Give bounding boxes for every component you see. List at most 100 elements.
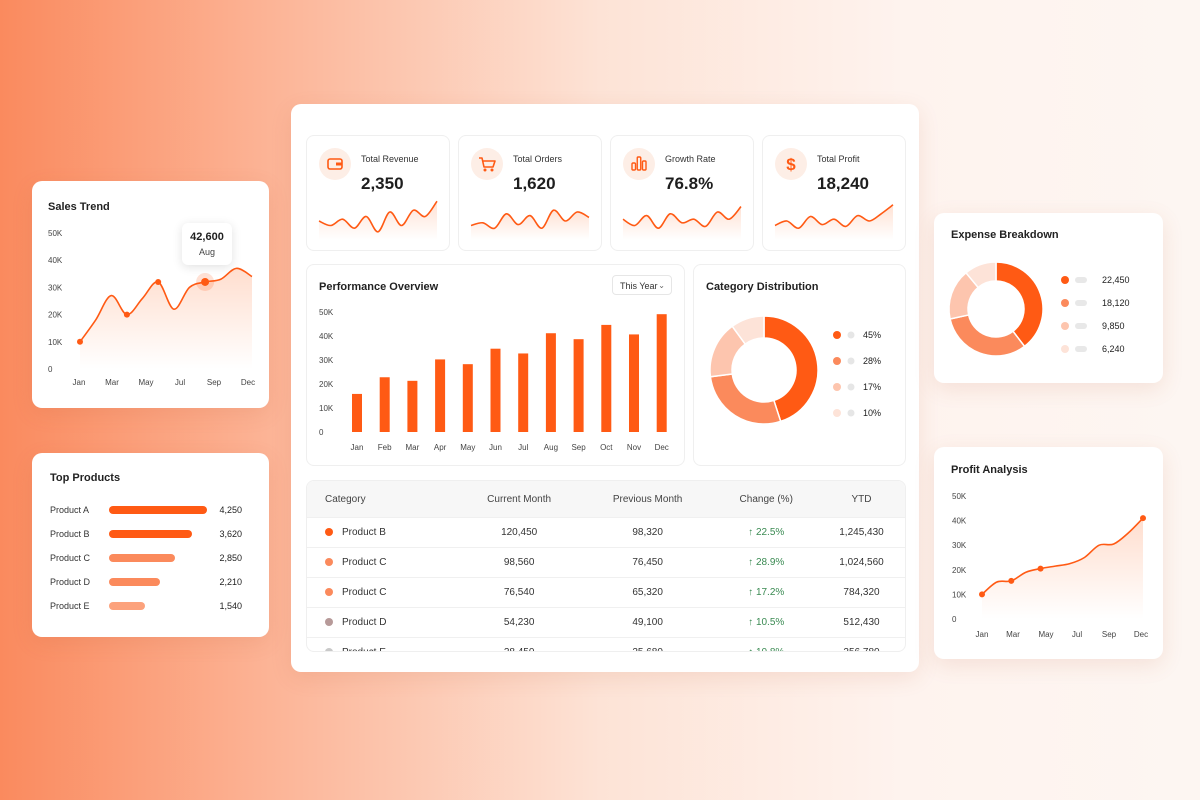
product-bar xyxy=(109,530,193,538)
legend-swatch xyxy=(833,331,841,339)
performance-card: Performance Overview This Year ⌄ 0 10K 20K… xyxy=(306,264,685,466)
sparkline-line xyxy=(774,204,894,230)
y-tick-label: 0 xyxy=(48,365,53,374)
sparkline-line xyxy=(622,206,742,229)
x-tick-label: Jan xyxy=(73,378,86,387)
x-tick-label: Jul xyxy=(518,443,528,452)
bar xyxy=(352,393,362,432)
legend-swatch xyxy=(833,409,841,417)
bar xyxy=(462,364,473,432)
kpi-value: 1,620 xyxy=(513,174,556,193)
x-tick-label: Feb xyxy=(378,443,392,452)
row-current: 98,560 xyxy=(457,547,581,578)
x-tick-label: Jul xyxy=(175,378,185,387)
x-tick-label: Sep xyxy=(571,443,586,452)
row-change-value: 10.8% xyxy=(756,647,784,651)
expense-breakdown-card: Expense Breakdown 22,450 18,120 9,850 6,240 xyxy=(934,213,1163,383)
product-bar xyxy=(109,506,207,514)
y-tick-label: 30K xyxy=(48,283,63,292)
x-tick-label: May xyxy=(460,443,475,452)
expense-slice xyxy=(949,314,1026,357)
profit-analysis-chart: 0 10K 20K 30K 40K 50K Jan Mar May Jul Sep Dec xyxy=(952,492,1148,639)
row-ytd: 1,245,430 xyxy=(818,517,905,548)
table-row[interactable]: Product C 98,560 76,450 ↑ 28.9% 1,024,56… xyxy=(307,547,905,578)
column-header[interactable]: Change (%) xyxy=(714,481,818,518)
legend-value: 9,850 xyxy=(1102,321,1125,331)
legend-marker xyxy=(1075,277,1087,283)
row-current: 120,450 xyxy=(457,517,581,548)
row-previous: 25,680 xyxy=(580,637,715,651)
column-header[interactable]: Previous Month xyxy=(580,481,715,518)
row-category: Product B xyxy=(307,517,458,548)
highlight-point[interactable] xyxy=(201,277,210,286)
row-change-value: 10.5% xyxy=(755,617,785,628)
profit-analysis-card: Profit Analysis 0 10K 20K 30K 40K 50K Jan Mar Ma… xyxy=(934,447,1163,659)
top-products-card: Top Products Product A 4,250 Product B 3,62… xyxy=(32,453,269,637)
row-ytd: 512,430 xyxy=(818,607,905,638)
arrow-up-icon: ↑ xyxy=(748,557,754,568)
kpi-label: Total Profit xyxy=(817,154,860,164)
sparkline-line xyxy=(318,200,438,233)
sales-trend-line xyxy=(79,267,253,343)
tooltip-label: Aug xyxy=(198,247,215,257)
row-change-value: 17.2% xyxy=(755,587,785,598)
table-header-row: Category Current Month Previous Month Chang… xyxy=(307,481,905,518)
y-tick-label: 40K xyxy=(319,332,334,341)
column-header[interactable]: YTD xyxy=(818,481,905,518)
kpi-sparkline xyxy=(774,204,894,240)
x-tick-label: Sep xyxy=(1102,630,1117,639)
category-distribution-card: Category Distribution 45% 28% 17% 10% xyxy=(693,264,906,466)
product-bar xyxy=(109,578,160,586)
table-row[interactable]: Product B 120,450 98,320 ↑ 22.5% 1,245,4… xyxy=(307,517,905,548)
table-row[interactable]: Product D 54,230 49,100 ↑ 10.5% 512,430 xyxy=(307,607,905,638)
period-dropdown[interactable]: This Year ⌄ xyxy=(612,275,672,295)
arrow-up-icon: ↑ xyxy=(748,587,754,598)
column-header[interactable]: Current Month xyxy=(457,481,581,518)
column-header[interactable]: Category xyxy=(307,481,458,518)
x-tick-label: Dec xyxy=(1134,630,1148,639)
bar xyxy=(629,334,639,432)
legend-value: 17% xyxy=(863,382,881,392)
profit-analysis-title: Profit Analysis xyxy=(951,464,1028,476)
bar xyxy=(490,348,501,432)
row-change: ↑ 17.2% xyxy=(714,577,818,608)
product-bar xyxy=(109,554,175,562)
product-value: 3,620 xyxy=(219,529,242,539)
category-slice xyxy=(731,315,765,346)
row-change-value: 22.5% xyxy=(755,527,785,538)
kpi-sparkline xyxy=(622,206,742,240)
x-tick-label: Jan xyxy=(351,443,364,452)
table-row[interactable]: Product E 28,450 25,680 ↑ 10.8% 256,780 xyxy=(307,637,905,651)
kpi-card-growth-rate: Growth Rate 76.8% xyxy=(610,135,754,251)
category-dot xyxy=(325,618,333,626)
category-distribution-chart: 45% 28% 17% 10% xyxy=(709,315,881,425)
arrow-up-icon: ↑ xyxy=(748,617,754,628)
row-ytd: 784,320 xyxy=(818,577,905,608)
legend-marker xyxy=(1075,323,1087,329)
x-tick-label: Oct xyxy=(600,443,613,452)
arrow-up-icon: ↑ xyxy=(748,527,754,538)
expense-slice xyxy=(995,261,1044,348)
expense-slice xyxy=(964,261,997,289)
row-change: ↑ 10.5% xyxy=(714,607,818,638)
bar xyxy=(407,380,418,432)
expense-breakdown-title: Expense Breakdown xyxy=(951,229,1059,241)
data-point xyxy=(1140,515,1146,522)
x-tick-label: Apr xyxy=(434,443,447,452)
row-category: Product D xyxy=(307,607,458,638)
category-slice xyxy=(709,373,782,425)
chevron-down-icon: ⌄ xyxy=(658,281,665,290)
product-label: Product A xyxy=(50,505,90,515)
category-distribution-title: Category Distribution xyxy=(706,281,819,293)
data-point xyxy=(123,311,130,318)
legend-swatch xyxy=(1061,299,1069,307)
row-name: Product C xyxy=(342,587,387,598)
row-previous: 49,100 xyxy=(580,607,715,638)
y-tick-label: 20K xyxy=(48,311,63,320)
bar xyxy=(656,314,667,432)
data-point xyxy=(1008,577,1015,584)
sparkline-line xyxy=(470,209,590,230)
table-row[interactable]: Product C 76,540 65,320 ↑ 17.2% 784,320 xyxy=(307,577,905,608)
product-value: 1,540 xyxy=(219,601,242,611)
data-point xyxy=(77,338,83,345)
